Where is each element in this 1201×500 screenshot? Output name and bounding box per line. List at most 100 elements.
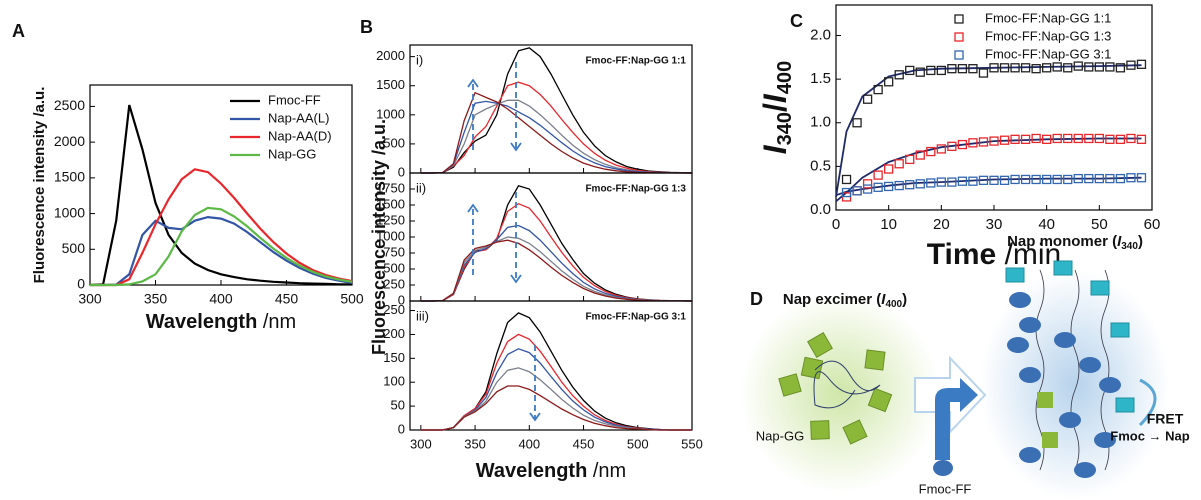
scatter-point — [1063, 174, 1073, 185]
x-tick-label: 20 — [933, 216, 950, 233]
scatter-point — [936, 177, 946, 187]
scatter-point — [1020, 134, 1031, 144]
legend-label: Fmoc-FF — [268, 92, 321, 107]
subpanel-ratio: Fmoc-FF:Nap-GG 3:1 — [585, 312, 686, 323]
fmoc-blob — [1074, 462, 1096, 478]
scatter-point — [905, 65, 915, 76]
fret-arrow — [1138, 378, 1157, 427]
y-tick-label: 0 — [77, 276, 85, 292]
fit-line — [835, 64, 1142, 198]
scatter-point — [1042, 174, 1052, 185]
fit-line — [835, 137, 1142, 202]
scatter-point — [989, 175, 999, 185]
scatter-point — [1115, 134, 1126, 144]
scatter-point — [841, 174, 852, 185]
scatter-point — [905, 180, 915, 190]
scatter-point — [1063, 63, 1073, 73]
series-line — [420, 99, 693, 174]
scatter-point — [915, 67, 925, 77]
nap-block — [864, 349, 886, 371]
scatter-point — [1073, 133, 1083, 144]
y-tick-label: 1.5 — [810, 70, 831, 87]
series-line — [90, 215, 353, 287]
x-tick-label: 60 — [1144, 216, 1161, 233]
y-tick-label: 2000 — [376, 48, 405, 63]
nap-block — [1053, 260, 1073, 276]
scatter-point — [989, 63, 999, 73]
series-line — [420, 185, 693, 302]
label-part: 340 — [774, 112, 796, 145]
x-tick-label: 300 — [78, 291, 102, 307]
y-tick-label: 500 — [62, 240, 86, 256]
fit-line — [835, 176, 1142, 197]
y-tick-label: 0.5 — [810, 157, 831, 174]
scatter-point — [884, 77, 894, 87]
series-line — [90, 206, 353, 287]
scatter-point — [862, 184, 873, 194]
y-tick-label: 2.0 — [810, 27, 831, 44]
scatter-point — [989, 136, 999, 146]
y-tick-label: 0 — [398, 292, 405, 307]
y-tick-label: 50 — [391, 398, 405, 413]
x-tick-label: 450 — [573, 436, 595, 451]
scatter-point — [947, 141, 957, 151]
scatter-point — [1020, 63, 1031, 73]
y-tick-label: 500 — [383, 135, 405, 150]
scatter-point — [1010, 63, 1020, 73]
y-axis-label: Fluorescence intensity /a.u. — [369, 119, 389, 355]
series-line — [420, 81, 693, 174]
scatter-point — [1115, 173, 1126, 184]
scatter-point — [1126, 133, 1136, 144]
scatter-point — [999, 63, 1010, 73]
legend-label: Nap-GG — [268, 146, 316, 161]
nap-block — [778, 373, 802, 397]
y-axis-label: Fluorescence intensity /a.u. — [31, 87, 48, 284]
x-tick-label: 400 — [518, 436, 540, 451]
legend-swatch — [954, 14, 964, 24]
y-tick-label: 1000 — [376, 228, 405, 243]
x-tick-label: 0 — [832, 216, 840, 233]
fmoc-blob — [1099, 377, 1121, 393]
panel-label: A — [12, 21, 25, 41]
legend-swatch — [954, 32, 964, 42]
arrow-head — [510, 142, 522, 152]
label-part: Nap excimer ( — [783, 291, 881, 308]
x-tick-label: 350 — [464, 436, 486, 451]
series-line — [420, 47, 693, 174]
nap-block — [1042, 432, 1058, 448]
subpanel-label: i) — [416, 52, 423, 67]
scatter-point — [1010, 134, 1020, 144]
y-tick-label: 1000 — [54, 204, 85, 220]
x-tick-label: 550 — [681, 436, 703, 451]
nap-block — [810, 420, 830, 440]
nap-gg-label: Nap-GG — [756, 428, 804, 443]
scatter-point — [1115, 63, 1126, 73]
scatter-point — [1063, 133, 1073, 144]
scatter-point — [968, 64, 978, 74]
scatter-point — [978, 175, 989, 185]
scatter-point — [1084, 173, 1094, 184]
fmoc-blob — [933, 460, 953, 476]
scatter-point — [1136, 134, 1147, 144]
scatter-point — [936, 65, 946, 76]
axis-label: Time /min — [927, 238, 1062, 271]
x-tick-label: 400 — [209, 291, 233, 307]
scatter-point — [1073, 61, 1083, 71]
label-part: ) — [902, 291, 907, 308]
fmoc-blob — [1094, 432, 1116, 448]
fiber — [1070, 269, 1080, 471]
scatter-point — [1031, 64, 1041, 74]
y-tick-label: 150 — [383, 350, 405, 365]
nap-block — [800, 356, 824, 380]
scatter-point — [852, 186, 862, 196]
nap-block — [1037, 392, 1053, 408]
fmoc-blob — [1019, 447, 1041, 463]
scatter-point — [947, 177, 957, 187]
scatter-point — [873, 170, 883, 180]
scatter-point — [841, 187, 852, 198]
label-part: 400 — [774, 61, 796, 94]
scatter-point — [999, 135, 1010, 145]
nap-block — [807, 332, 833, 358]
fmoc-ff-label: Fmoc-FF — [919, 481, 972, 496]
